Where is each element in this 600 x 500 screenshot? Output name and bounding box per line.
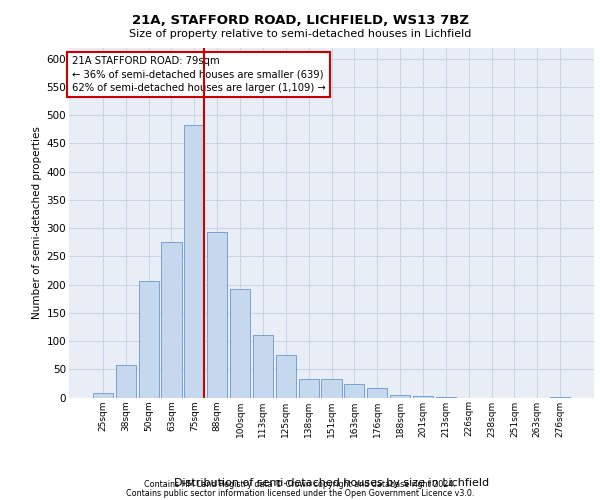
Text: 21A STAFFORD ROAD: 79sqm
← 36% of semi-detached houses are smaller (639)
62% of : 21A STAFFORD ROAD: 79sqm ← 36% of semi-d…	[71, 56, 325, 92]
Bar	[253, 335, 273, 398]
Text: Size of property relative to semi-detached houses in Lichfield: Size of property relative to semi-detach…	[129, 29, 471, 39]
Text: Contains HM Land Registry data © Crown copyright and database right 2024.: Contains HM Land Registry data © Crown c…	[144, 480, 456, 489]
Bar	[161, 242, 182, 398]
Text: 21A, STAFFORD ROAD, LICHFIELD, WS13 7BZ: 21A, STAFFORD ROAD, LICHFIELD, WS13 7BZ	[131, 14, 469, 27]
Bar	[184, 125, 205, 398]
Bar	[413, 396, 433, 398]
Bar	[139, 280, 158, 398]
Bar	[436, 397, 456, 398]
Bar	[230, 288, 250, 398]
Text: Contains public sector information licensed under the Open Government Licence v3: Contains public sector information licen…	[126, 489, 474, 498]
Bar	[390, 394, 410, 398]
Bar	[299, 379, 319, 398]
Bar	[93, 393, 113, 398]
Bar	[207, 232, 227, 398]
Bar	[344, 384, 364, 398]
Bar	[550, 397, 570, 398]
Y-axis label: Number of semi-detached properties: Number of semi-detached properties	[32, 126, 43, 319]
Bar	[276, 355, 296, 398]
Bar	[367, 388, 387, 398]
Bar	[116, 366, 136, 398]
Bar	[322, 379, 341, 398]
X-axis label: Distribution of semi-detached houses by size in Lichfield: Distribution of semi-detached houses by …	[174, 478, 489, 488]
